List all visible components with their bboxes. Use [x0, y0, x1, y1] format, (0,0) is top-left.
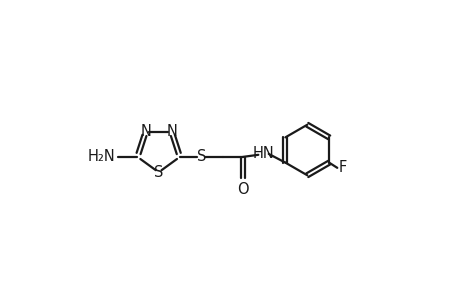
Text: S: S: [154, 165, 163, 180]
Text: N: N: [166, 124, 177, 140]
Text: N: N: [140, 124, 151, 140]
Text: H₂N: H₂N: [87, 149, 115, 164]
Text: O: O: [236, 182, 248, 197]
Text: HN: HN: [252, 146, 274, 161]
Text: F: F: [338, 160, 347, 175]
Text: S: S: [196, 149, 206, 164]
